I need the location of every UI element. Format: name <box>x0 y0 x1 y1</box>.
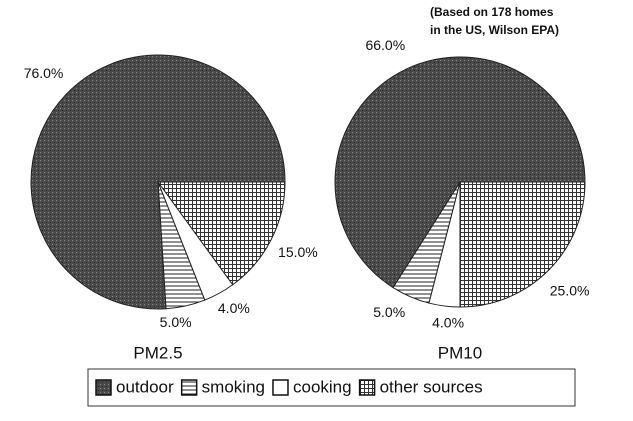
legend-swatch <box>180 379 198 396</box>
legend-label: outdoor <box>116 377 174 396</box>
data-label: 15.0% <box>278 244 318 260</box>
annotation: in the US, Wilson EPA) <box>430 23 559 37</box>
pie-title: PM10 <box>438 343 482 362</box>
data-label: 66.0% <box>365 37 405 53</box>
data-label: 5.0% <box>160 314 192 330</box>
pie-title: PM2.5 <box>133 343 182 362</box>
legend-box <box>87 368 576 407</box>
legend-label: cooking <box>293 377 352 396</box>
legend-swatch <box>272 379 289 396</box>
pie-slice <box>459 181 586 308</box>
legend-swatch <box>95 379 112 396</box>
data-label: 76.0% <box>24 65 64 81</box>
legend-swatch <box>358 379 376 396</box>
data-label: 25.0% <box>550 282 590 298</box>
legend-label: other sources <box>380 377 483 396</box>
data-label: 5.0% <box>373 304 405 320</box>
data-label: 4.0% <box>218 300 250 316</box>
pie-slice <box>334 56 586 289</box>
annotation: (Based on 178 homes <box>430 5 554 19</box>
legend-label: smoking <box>202 377 265 396</box>
pie-slice <box>157 181 286 286</box>
data-label: 4.0% <box>432 315 464 331</box>
pie-slice <box>30 54 286 310</box>
